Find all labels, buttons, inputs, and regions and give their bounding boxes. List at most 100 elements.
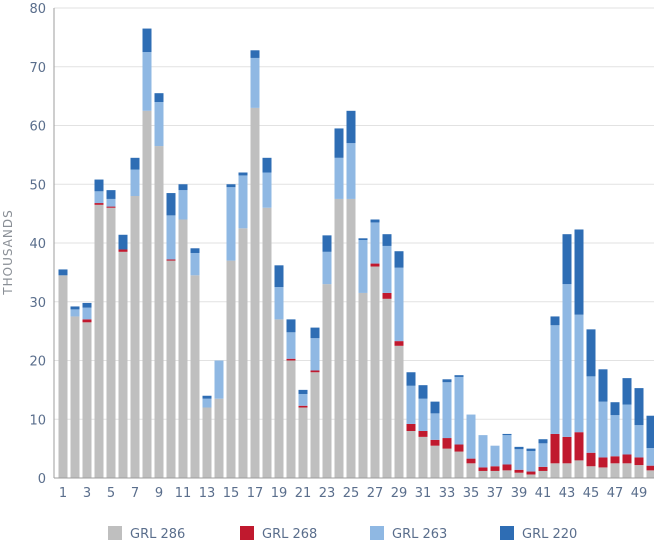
bar-segment-grl268 [479,467,488,471]
bar-segment-grl263 [587,376,596,452]
bar-segment-grl220 [119,235,128,250]
bar-segment-grl263 [527,451,536,472]
bar-segment-grl220 [371,220,380,223]
bar-segment-grl220 [287,319,296,332]
bar-segment-grl286 [287,361,296,479]
x-tick-label: 25 [343,486,360,501]
bar-segment-grl268 [119,249,128,251]
bar-segment-grl286 [83,322,92,478]
bar-segment-grl268 [371,264,380,267]
bar-segment-grl268 [383,293,392,299]
x-tick-label: 43 [559,486,576,501]
bar-segment-grl286 [527,474,536,478]
bar-segment-grl263 [479,435,488,467]
bar-segment-grl220 [203,396,212,399]
bar-segment-grl286 [179,220,188,479]
legend-swatch [500,526,514,540]
bar-segment-grl263 [191,253,200,275]
bars-layer [59,29,654,478]
x-tick-label: 45 [583,486,600,501]
y-tick-label: 40 [29,237,46,252]
x-tick-label: 5 [107,486,115,501]
bar-segment-grl263 [251,58,260,108]
bar-segment-grl220 [395,251,404,267]
bar-segment-grl263 [611,415,620,456]
bar-segment-grl263 [563,284,572,437]
bar-segment-grl220 [155,93,164,102]
bar-segment-grl286 [515,473,524,478]
y-tick-label: 70 [29,61,46,76]
bar-segment-grl286 [395,346,404,478]
bar-segment-grl220 [407,372,416,386]
bar-segment-grl286 [599,467,608,478]
x-tick-label: 49 [631,486,648,501]
y-tick-label: 30 [29,296,46,311]
bar-segment-grl220 [575,229,584,314]
bar-segment-grl220 [431,402,440,414]
x-tick-label: 33 [439,486,456,501]
bar-segment-grl286 [119,252,128,478]
x-tick-label: 27 [367,486,384,501]
bar-segment-grl263 [167,215,176,259]
bar-segment-grl286 [647,470,654,478]
x-tick-label: 3 [83,486,91,501]
bar-segment-grl220 [611,402,620,415]
bar-segment-grl263 [491,446,500,467]
bar-segment-grl286 [239,228,248,478]
bar-segment-grl220 [527,449,536,451]
bar-segment-grl263 [455,377,464,445]
bar-segment-grl220 [563,234,572,284]
bar-segment-grl220 [167,193,176,215]
bar-segment-grl286 [215,399,224,478]
bar-segment-grl220 [623,378,632,404]
bar-segment-grl263 [155,102,164,146]
bar-segment-grl220 [383,234,392,246]
bar-segment-grl286 [155,146,164,478]
legend-label: GRL 268 [262,527,317,542]
bar-segment-grl286 [203,408,212,479]
bar-segment-grl286 [323,284,332,478]
bar-segment-grl263 [107,199,116,207]
bar-segment-grl268 [587,453,596,467]
bar-segment-grl263 [647,448,654,466]
bar-segment-grl220 [239,173,248,176]
bar-segment-grl268 [311,370,320,372]
bar-segment-grl286 [59,275,68,478]
bar-segment-grl286 [455,452,464,478]
bar-segment-grl263 [227,187,236,260]
bar-segment-grl220 [599,369,608,401]
bar-segment-grl220 [95,180,104,192]
bar-segment-grl286 [167,261,176,478]
bar-segment-grl263 [383,246,392,293]
bar-segment-grl286 [131,196,140,478]
bar-segment-grl286 [503,470,512,478]
bar-segment-grl220 [275,265,284,287]
bar-segment-grl220 [503,434,512,435]
bar-segment-grl263 [203,399,212,408]
x-tick-label: 21 [295,486,312,501]
bar-segment-grl220 [83,303,92,308]
bar-segment-grl220 [263,158,272,173]
bar-segment-grl220 [335,128,344,157]
bar-segment-grl263 [623,405,632,455]
bar-segment-grl268 [95,203,104,205]
bar-segment-grl220 [347,111,356,143]
bar-segment-grl263 [503,435,512,464]
bar-segment-grl263 [371,222,380,263]
bar-segment-grl220 [551,316,560,325]
x-tick-label: 41 [535,486,552,501]
bar-segment-grl268 [599,457,608,467]
bar-segment-grl263 [179,190,188,219]
legend-swatch [240,526,254,540]
bar-segment-grl286 [107,208,116,478]
bar-segment-grl286 [359,293,368,478]
bar-segment-grl263 [299,394,308,406]
legend-label: GRL 220 [522,527,577,542]
bar-segment-grl268 [515,470,524,473]
bar-segment-grl286 [611,463,620,478]
bar-segment-grl263 [599,402,608,458]
bar-segment-grl220 [419,385,428,399]
bar-segment-grl268 [167,259,176,260]
